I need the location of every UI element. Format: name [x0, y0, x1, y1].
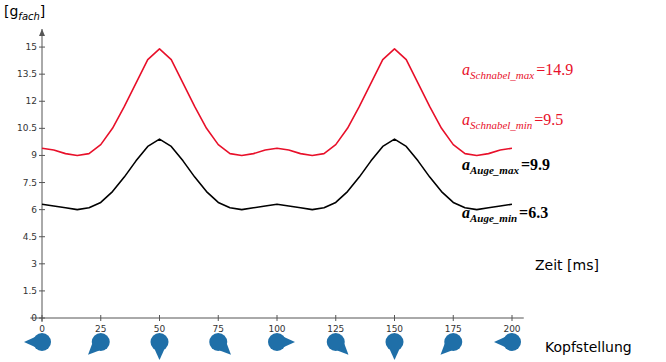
y-tick-label: 6 — [31, 205, 37, 215]
annotation-subscript: Auge_min — [469, 212, 517, 224]
y-tick-label: 12 — [26, 96, 37, 106]
head-icons — [24, 329, 521, 361]
x-tick — [512, 315, 513, 321]
y-tick-label: 0 — [31, 313, 37, 323]
y-label-subscript: fach — [18, 11, 39, 22]
head-icon — [268, 333, 295, 351]
x-tick — [277, 315, 278, 321]
y-tick-label: 13.5 — [17, 69, 37, 79]
y-axis — [42, 29, 43, 322]
annotation: aSchnabel_min=9.5 — [462, 111, 563, 131]
x-axis-label: Zeit [ms] — [535, 257, 599, 273]
y-tick-label: 7.5 — [23, 178, 37, 188]
beak — [390, 349, 400, 360]
y-label-text: [g — [4, 3, 18, 19]
annotation-value: 14.9 — [545, 61, 573, 78]
head — [33, 333, 51, 351]
footer-label: Kopfstellung — [545, 339, 632, 355]
y-tick — [39, 128, 45, 129]
x-tick-label: 125 — [327, 324, 344, 334]
y-tick-label: 15 — [26, 42, 37, 52]
head — [151, 333, 169, 351]
x-tick-label: 50 — [154, 324, 166, 334]
head-icon — [494, 333, 521, 351]
x-tick-label: 75 — [213, 324, 224, 334]
y-tick — [39, 236, 45, 237]
x-tick-label: 100 — [268, 324, 285, 334]
x-tick — [453, 315, 454, 321]
y-tick — [39, 74, 45, 75]
y-label-suffix: ] — [40, 3, 45, 19]
x-tick-label: 25 — [95, 324, 106, 334]
annotation: aAuge_max=9.9 — [462, 156, 550, 176]
head-icon — [206, 329, 238, 361]
y-tick — [39, 209, 45, 210]
annotation-value: 9.5 — [543, 111, 563, 128]
x-tick — [100, 315, 101, 321]
y-tick-label: 3 — [31, 259, 37, 269]
annotation-relation: = — [536, 61, 545, 78]
annotation-value: 6.3 — [528, 204, 548, 221]
x-tick — [335, 315, 336, 321]
annotation-subscript: Schnabel_max — [470, 69, 534, 81]
head-icon — [82, 329, 114, 361]
beak — [84, 343, 99, 358]
head — [268, 333, 286, 351]
head-icon — [386, 333, 404, 360]
annotation-symbol: a — [462, 61, 470, 78]
beak — [24, 337, 35, 347]
annotation-value: 9.9 — [530, 156, 550, 173]
beak — [155, 349, 165, 360]
y-tick — [39, 263, 45, 264]
annotation-relation: = — [519, 204, 528, 221]
series-line — [42, 139, 512, 209]
series-line — [42, 49, 512, 156]
y-axis-label: [gfach] — [4, 3, 45, 22]
head-icon — [323, 329, 355, 361]
y-axis-arrow — [39, 29, 45, 36]
y-tick — [39, 155, 45, 156]
head — [386, 333, 404, 351]
y-tick — [39, 47, 45, 48]
head-icon — [434, 329, 466, 361]
annotation: aSchnabel_max=14.9 — [462, 61, 573, 81]
x-tick-label: 150 — [386, 324, 403, 334]
x-tick — [394, 315, 395, 321]
annotation-relation: = — [521, 156, 530, 173]
chart: 01.534.567.5910.51213.515025507510012515… — [0, 0, 666, 362]
annotation-symbol: a — [462, 111, 470, 128]
annotation-symbol: a — [462, 204, 470, 221]
annotation-relation: = — [534, 111, 543, 128]
annotation-subscript: Auge_max — [469, 164, 519, 176]
y-tick — [39, 182, 45, 183]
x-tick-label: 175 — [445, 324, 462, 334]
y-tick — [39, 101, 45, 102]
beak — [437, 343, 452, 358]
x-tick-label: 0 — [39, 324, 45, 334]
annotation-symbol: a — [462, 156, 470, 173]
y-tick-label: 1.5 — [23, 286, 37, 296]
y-tick-label: 9 — [31, 150, 37, 160]
head — [503, 333, 521, 351]
beak — [220, 343, 235, 358]
x-tick-label: 200 — [503, 324, 520, 334]
annotation: aAuge_min=6.3 — [462, 204, 548, 224]
y-tick-label: 4.5 — [23, 232, 37, 242]
head-icon — [24, 333, 51, 351]
annotation-subscript: Schnabel_min — [470, 119, 533, 131]
x-tick — [218, 315, 219, 321]
y-tick — [39, 290, 45, 291]
plot-area — [42, 49, 512, 210]
beak — [337, 343, 352, 358]
y-tick-label: 10.5 — [17, 123, 37, 133]
x-tick — [159, 315, 160, 321]
head-icon — [151, 333, 169, 360]
beak — [284, 337, 295, 347]
x-tick — [42, 315, 43, 321]
beak — [494, 337, 505, 347]
